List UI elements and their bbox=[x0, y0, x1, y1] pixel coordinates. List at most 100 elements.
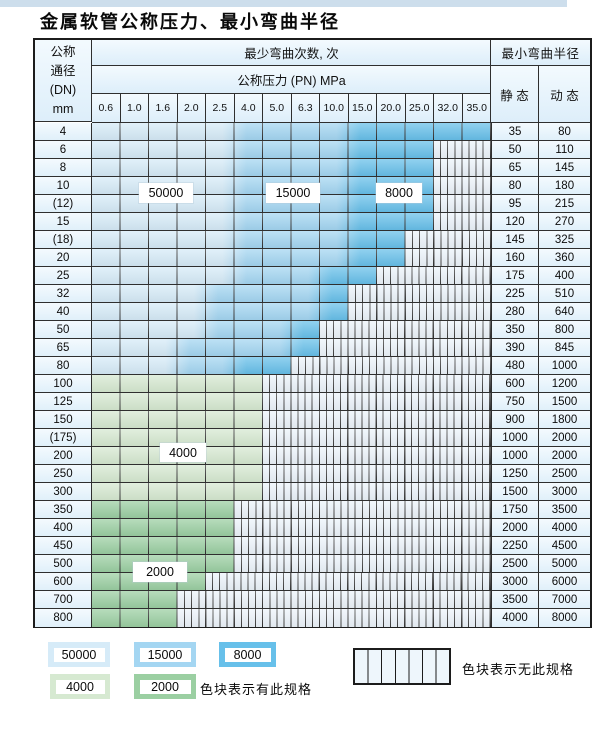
dynamic-cell: 845 bbox=[539, 339, 590, 356]
spec-band bbox=[92, 447, 491, 464]
spec-band bbox=[92, 213, 491, 230]
table-header: 公称 通径 (DN) mm 最少弯曲次数, 次 公称压力 (PN) MPa 0.6 1.… bbox=[35, 40, 590, 123]
spec-swatch-2000: 2000 bbox=[134, 674, 196, 699]
dn-cell: (12) bbox=[35, 195, 92, 212]
spec-swatch-15000: 15000 bbox=[134, 642, 196, 667]
dn-header-line: 公称 bbox=[50, 44, 76, 59]
grid-lines bbox=[92, 141, 491, 158]
grid-lines bbox=[92, 501, 491, 518]
spec-band bbox=[92, 609, 491, 627]
static-cell: 390 bbox=[491, 339, 539, 356]
static-cell: 95 bbox=[491, 195, 539, 212]
dynamic-cell: 145 bbox=[539, 159, 590, 176]
pressure-col-header: 32.0 bbox=[434, 94, 463, 122]
grid-lines bbox=[92, 537, 491, 554]
table-row: 65 390 845 bbox=[35, 339, 590, 357]
table-row: 800 4000 8000 bbox=[35, 609, 590, 627]
table-row: 450 2250 4500 bbox=[35, 537, 590, 555]
dn-cell: 8 bbox=[35, 159, 92, 176]
static-cell: 65 bbox=[491, 159, 539, 176]
spec-band bbox=[92, 537, 491, 554]
table-row: 100 600 1200 bbox=[35, 375, 590, 393]
spec-band bbox=[92, 303, 491, 320]
spec-swatch-label: 8000 bbox=[224, 647, 271, 662]
pressure-header: 公称压力 (PN) MPa bbox=[92, 66, 491, 94]
spec-band bbox=[92, 141, 491, 158]
table-row: 32 225 510 bbox=[35, 285, 590, 303]
dynamic-cell: 6000 bbox=[539, 573, 590, 590]
top-strip bbox=[0, 0, 567, 7]
static-cell: 2000 bbox=[491, 519, 539, 536]
dynamic-cell: 1000 bbox=[539, 357, 590, 374]
table-row: 600 3000 6000 bbox=[35, 573, 590, 591]
static-cell: 1250 bbox=[491, 465, 539, 482]
spec-band bbox=[92, 465, 491, 482]
dn-cell: 350 bbox=[35, 501, 92, 518]
spec-band bbox=[92, 123, 491, 140]
table-row: 25 175 400 bbox=[35, 267, 590, 285]
no-spec-swatch bbox=[353, 648, 451, 685]
grid-lines bbox=[92, 519, 491, 536]
spec-swatch-label: 2000 bbox=[139, 679, 191, 694]
dn-cell: 400 bbox=[35, 519, 92, 536]
cycle-label: 2000 bbox=[133, 562, 187, 582]
grid-lines bbox=[92, 429, 491, 446]
static-dynamic-header: 静 态 动 态 bbox=[491, 66, 590, 123]
dynamic-cell: 2000 bbox=[539, 447, 590, 464]
static-cell: 280 bbox=[491, 303, 539, 320]
table-row: 15 120 270 bbox=[35, 213, 590, 231]
dynamic-cell: 270 bbox=[539, 213, 590, 230]
spec-band bbox=[92, 411, 491, 428]
table-row: 125 750 1500 bbox=[35, 393, 590, 411]
cycle-label: 50000 bbox=[139, 183, 193, 203]
spec-band bbox=[92, 375, 491, 392]
table-row: 300 1500 3000 bbox=[35, 483, 590, 501]
dynamic-cell: 180 bbox=[539, 177, 590, 194]
table-row: 50 350 800 bbox=[35, 321, 590, 339]
dynamic-cell: 1800 bbox=[539, 411, 590, 428]
dynamic-cell: 1500 bbox=[539, 393, 590, 410]
dn-cell: 65 bbox=[35, 339, 92, 356]
spec-band bbox=[92, 159, 491, 176]
pressure-col-header: 1.0 bbox=[120, 94, 149, 122]
cycle-label: 8000 bbox=[376, 183, 422, 203]
dynamic-cell: 215 bbox=[539, 195, 590, 212]
grid-lines bbox=[92, 231, 491, 248]
dn-header-line: 通径 bbox=[50, 63, 76, 78]
spec-swatch-label: 4000 bbox=[55, 679, 105, 694]
table-row: 80 480 1000 bbox=[35, 357, 590, 375]
dynamic-cell: 4000 bbox=[539, 519, 590, 536]
dynamic-cell: 5000 bbox=[539, 555, 590, 572]
table-row: 40 280 640 bbox=[35, 303, 590, 321]
grid-lines bbox=[92, 465, 491, 482]
table-row: 20 160 360 bbox=[35, 249, 590, 267]
grid-lines bbox=[92, 213, 491, 230]
dynamic-header: 动 态 bbox=[539, 66, 590, 122]
table-row: 400 2000 4000 bbox=[35, 519, 590, 537]
dynamic-cell: 80 bbox=[539, 123, 590, 140]
grid-lines bbox=[92, 411, 491, 428]
pressure-col-header: 2.5 bbox=[206, 94, 235, 122]
dynamic-cell: 800 bbox=[539, 321, 590, 338]
radius-header: 最小弯曲半径 bbox=[491, 40, 590, 66]
spec-swatch-label: 15000 bbox=[139, 647, 191, 662]
spec-band bbox=[92, 285, 491, 302]
dn-cell: 25 bbox=[35, 267, 92, 284]
spec-band bbox=[92, 573, 491, 590]
dn-cell: 10 bbox=[35, 177, 92, 194]
grid-lines bbox=[92, 123, 491, 140]
table-row: (175) 1000 2000 bbox=[35, 429, 590, 447]
grid-lines bbox=[92, 609, 491, 627]
static-cell: 160 bbox=[491, 249, 539, 266]
spec-band bbox=[92, 321, 491, 338]
dn-cell: 50 bbox=[35, 321, 92, 338]
static-header: 静 态 bbox=[491, 66, 539, 122]
spec-band bbox=[92, 555, 491, 572]
static-cell: 4000 bbox=[491, 609, 539, 627]
grid-lines bbox=[92, 303, 491, 320]
cycle-label: 15000 bbox=[266, 183, 320, 203]
table-row: (18) 145 325 bbox=[35, 231, 590, 249]
dn-cell: (18) bbox=[35, 231, 92, 248]
grid-lines bbox=[92, 159, 491, 176]
